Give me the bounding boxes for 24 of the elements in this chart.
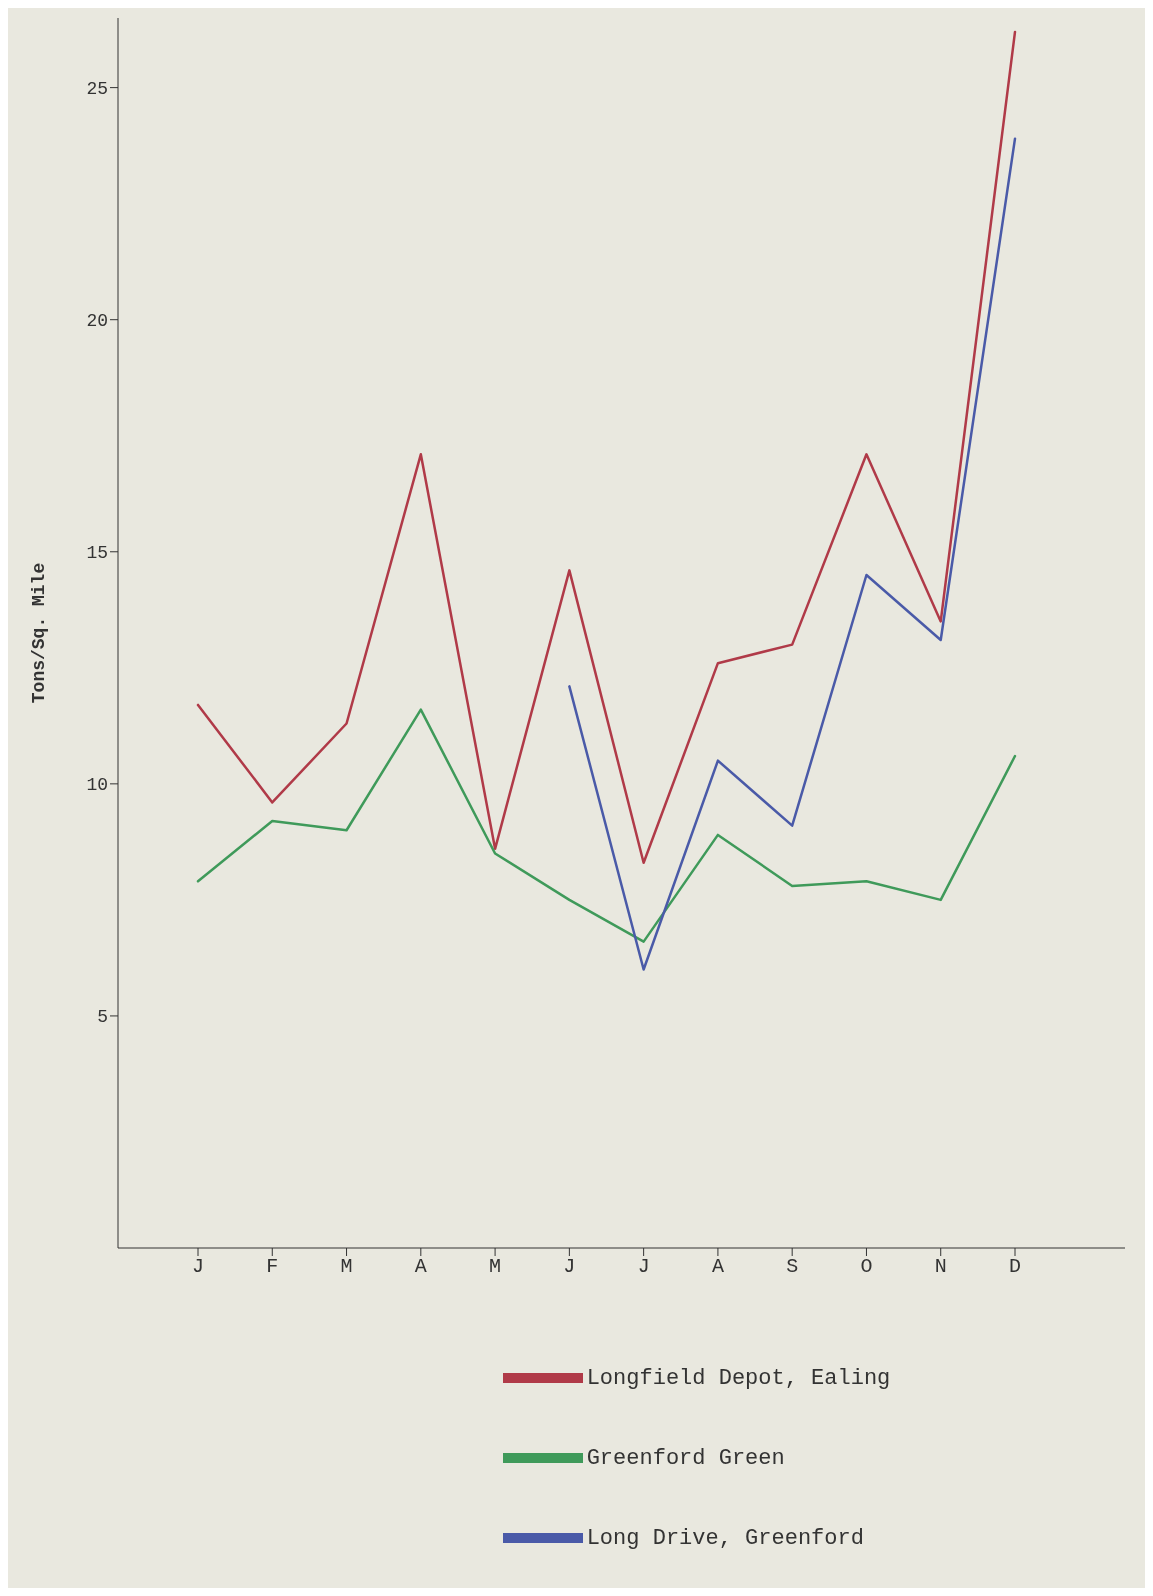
x-tick-label: J [191, 1255, 205, 1279]
x-tick-label: J [563, 1255, 576, 1279]
y-axis-title: Tons/Sq. Mile [29, 562, 50, 704]
x-tick-label: M [340, 1255, 353, 1279]
line-series [568, 137, 1017, 971]
line-series [196, 708, 1017, 943]
y-tick-label: 10 [86, 775, 108, 796]
y-tick-label: 5 [97, 1007, 108, 1028]
x-tick-label: A [414, 1255, 427, 1279]
x-tick-label: N [934, 1255, 947, 1279]
y-tick-label: 20 [86, 311, 108, 332]
y-tick-label: 15 [86, 543, 108, 564]
x-tick-label: S [786, 1255, 799, 1279]
legend-label: Longfield Depot, Ealing [586, 1365, 891, 1391]
x-tick-label: O [860, 1255, 873, 1279]
line-series [196, 30, 1017, 865]
y-tick-label: 25 [86, 79, 108, 100]
x-tick-label: F [266, 1255, 279, 1279]
legend-label: Long Drive, Greenford [586, 1525, 864, 1551]
legend-label: Greenford Green [586, 1445, 785, 1471]
x-tick-label: D [1008, 1255, 1022, 1279]
x-tick-label: M [489, 1255, 502, 1279]
x-tick-label: A [711, 1255, 724, 1279]
x-tick-label: J [637, 1255, 650, 1279]
